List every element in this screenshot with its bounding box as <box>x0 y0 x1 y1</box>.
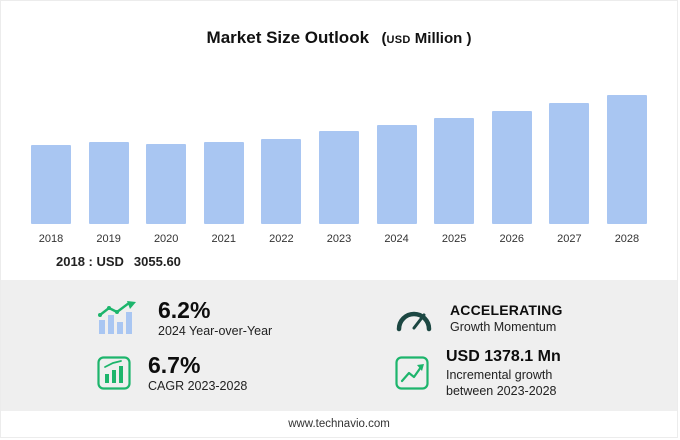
bar-2018 <box>31 145 71 224</box>
chart-title: Market Size Outlook (USD Million ) <box>1 27 677 49</box>
bar-2025 <box>434 118 475 224</box>
bar-column: 2023 <box>318 89 359 246</box>
stat-cagr: 6.7% CAGR 2023-2028 <box>1 352 339 394</box>
bar-chart: 2018 2019 2020 2021 2022 2023 2024 2025 2026 2027… <box>31 89 647 246</box>
stat-growth-momentum: ACCELERATING Growth Momentum <box>339 301 677 335</box>
chart-title-text: Market Size Outlook <box>206 28 370 47</box>
stat-value: ACCELERATING <box>450 301 563 318</box>
bar-2024 <box>376 125 417 224</box>
unit-currency: USD <box>386 34 411 46</box>
stat-value: 6.2% <box>158 296 211 323</box>
x-tick-label: 2027 <box>557 233 582 245</box>
bar-column: 2021 <box>203 89 244 246</box>
unit-word: Million <box>414 30 463 47</box>
bar-2028 <box>606 95 647 224</box>
bar-column: 2024 <box>376 89 417 246</box>
bar-2023 <box>318 131 359 224</box>
gauge-icon <box>394 303 434 333</box>
bar-2021 <box>203 142 244 224</box>
x-tick-label: 2024 <box>384 233 409 245</box>
website-url[interactable]: www.technavio.com <box>288 418 390 430</box>
bars-growth-arrow-icon <box>96 300 142 336</box>
bar-2019 <box>88 142 129 224</box>
stat-label: CAGR 2023-2028 <box>148 379 248 394</box>
bar-column: 2022 <box>261 89 302 246</box>
unit-open-paren: ( <box>381 30 387 47</box>
stat-incremental-growth: USD 1378.1 Mn Incremental growth between… <box>339 347 677 399</box>
stat-value: USD 1378.1 Mn <box>446 348 561 366</box>
unit-close-paren: ) <box>466 30 472 47</box>
footer: www.technavio.com <box>1 411 677 437</box>
bar-column: 2018 <box>31 89 71 246</box>
x-tick-label: 2021 <box>211 233 237 245</box>
bar-2026 <box>491 111 532 224</box>
bar-2027 <box>549 103 590 224</box>
base-year-annotation: 2018 : USD 3055.60 <box>56 254 677 272</box>
x-tick-label: 2018 <box>38 233 64 245</box>
framed-line-chart-icon <box>394 355 430 391</box>
x-tick-label: 2028 <box>614 233 640 245</box>
x-tick-label: 2026 <box>499 233 524 245</box>
stat-label: 2024 Year-over-Year <box>158 323 273 338</box>
bar-2022 <box>261 139 302 224</box>
x-tick-label: 2023 <box>326 233 352 245</box>
bar-column: 2019 <box>88 89 129 246</box>
stats-panel: 6.2% 2024 Year-over-Year ACCELERATING Gr… <box>1 280 677 411</box>
stat-label: Growth Momentum <box>450 319 557 334</box>
bar-column: 2028 <box>606 89 647 246</box>
base-year-label: 2018 : USD <box>56 254 124 269</box>
framed-bar-chart-icon <box>96 355 132 391</box>
stat-yoy-growth: 6.2% 2024 Year-over-Year <box>1 297 339 339</box>
bar-column: 2020 <box>146 89 187 246</box>
base-year-value: 3055.60 <box>133 254 181 269</box>
bar-2020 <box>146 144 187 224</box>
stat-value: 6.7% <box>148 352 201 379</box>
x-tick-label: 2022 <box>269 233 294 245</box>
chart-title-unit: (USD Million ) <box>381 30 471 47</box>
bar-column: 2026 <box>491 89 532 246</box>
bar-column: 2027 <box>549 89 590 246</box>
x-tick-label: 2020 <box>153 233 179 245</box>
stat-label: Incremental growth between 2023-2028 <box>446 368 557 399</box>
x-tick-label: 2025 <box>441 233 467 245</box>
x-tick-label: 2019 <box>96 233 121 245</box>
bar-column: 2025 <box>434 89 475 246</box>
